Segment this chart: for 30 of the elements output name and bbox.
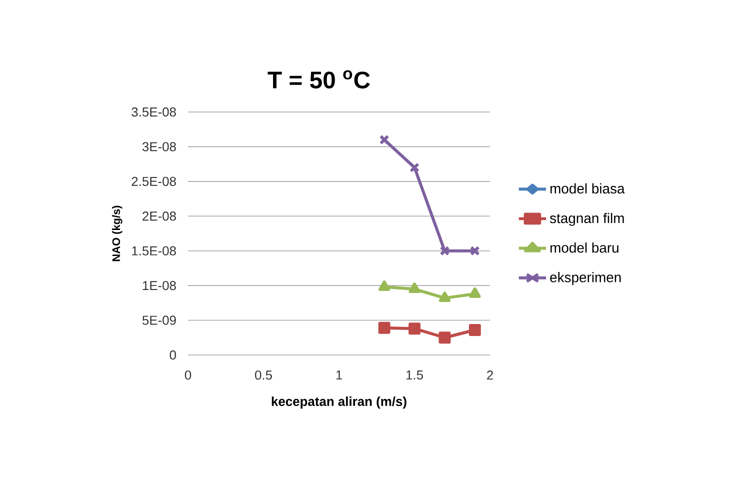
point	[378, 280, 390, 291]
x-tick-label: 0	[184, 370, 192, 380]
point	[440, 246, 450, 256]
x-tick-label: 1	[336, 370, 342, 380]
y-tick-label: 3.5E-08	[132, 107, 176, 117]
point	[469, 287, 481, 298]
point	[408, 282, 420, 294]
x-tick-label: 2	[487, 370, 493, 380]
y-tick-label: 3E-08	[142, 142, 176, 152]
point	[438, 292, 451, 302]
point	[409, 162, 420, 173]
point	[438, 332, 451, 344]
x-axis-title: kecepatan aliran (m/s)	[272, 396, 406, 409]
x-tick-label: 1.5	[406, 370, 423, 380]
y-tick-label: 5E-09	[142, 316, 176, 325]
y-axis-title: NAO (kg/s)	[112, 206, 122, 262]
y-tick-label: 0	[170, 350, 176, 360]
legend-label: eksperimen	[550, 272, 621, 286]
chart-title: T = 50 $^{o}$C	[268, 70, 370, 88]
y-tick-label: 1.5E-08	[132, 246, 176, 256]
y-tick-label: 1E-08	[142, 280, 176, 290]
legend-label: model biasa	[550, 183, 625, 194]
legend-label: stagnan film	[550, 212, 624, 226]
legend-label: model baru	[550, 242, 618, 253]
point	[408, 322, 420, 335]
y-tick-label: 2E-08	[142, 212, 176, 221]
y-tick-label: 2.5E-08	[132, 176, 176, 186]
point	[468, 324, 481, 336]
x-tick-label: 0.5	[255, 370, 272, 380]
point	[378, 322, 390, 334]
